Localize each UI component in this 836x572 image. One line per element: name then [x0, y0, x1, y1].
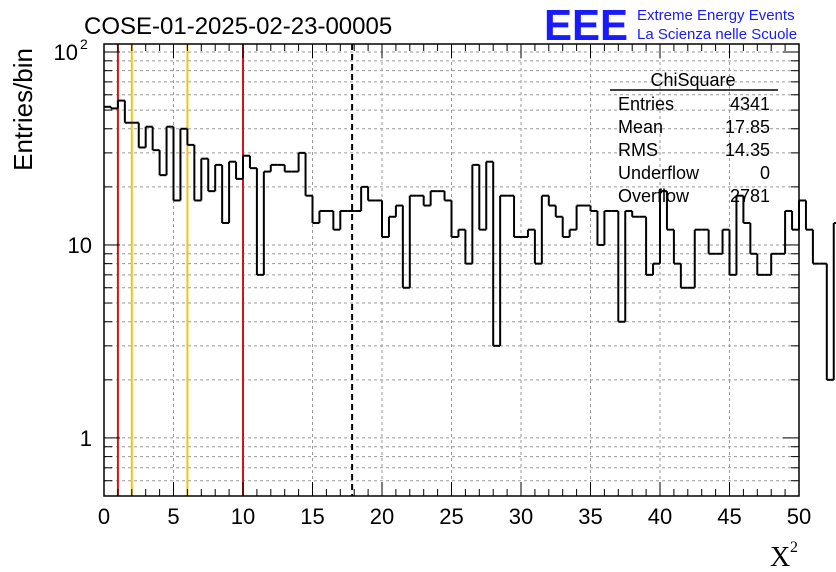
eee-logo-line1: Extreme Energy Events: [637, 7, 795, 24]
stats-underflow-label: Underflow: [618, 163, 700, 183]
stats-mean-label: Mean: [618, 117, 663, 137]
x-tick-label: 15: [300, 504, 324, 529]
x-tick-label: 10: [231, 504, 255, 529]
y-tick-label: 1: [80, 426, 92, 451]
histogram-series: [104, 99, 836, 381]
x-axis-label: X 2: [770, 539, 798, 572]
x-tick-label: 35: [578, 504, 602, 529]
stats-box: ChiSquare Entries 4341 Mean 17.85 RMS 14…: [610, 70, 778, 206]
eee-logo-mark: EEE: [544, 1, 628, 50]
x-axis-label-base: X: [770, 542, 790, 572]
y-tick-label: 10: [54, 40, 78, 65]
x-tick-label: 25: [439, 504, 463, 529]
stats-mean-value: 17.85: [725, 117, 770, 137]
y-tick-label: 10: [68, 233, 92, 258]
x-tick-label: 40: [648, 504, 672, 529]
stats-overflow-value: 2781: [730, 186, 770, 206]
eee-logo: EEE Extreme Energy Events La Scienza nel…: [544, 1, 797, 50]
stats-overflow-label: Overflow: [618, 186, 690, 206]
x-tick-label: 0: [98, 504, 110, 529]
eee-logo-line2: La Scienza nelle Scuole: [637, 26, 797, 43]
x-tick-label: 5: [167, 504, 179, 529]
stats-entries-label: Entries: [618, 94, 674, 114]
stats-rms-label: RMS: [618, 140, 658, 160]
stats-underflow-value: 0: [760, 163, 770, 183]
x-axis-label-superscript: 2: [790, 539, 798, 556]
stats-entries-value: 4341: [730, 94, 770, 114]
y-axis-label: Entries/bin: [8, 48, 38, 171]
stats-rms-value: 14.35: [725, 140, 770, 160]
x-tick-label: 20: [370, 504, 394, 529]
y-tick-label-exponent: 2: [80, 36, 88, 52]
reference-lines: [116, 44, 354, 496]
stats-box-title: ChiSquare: [650, 70, 735, 90]
x-tick-label: 50: [787, 504, 811, 529]
x-tick-label: 30: [509, 504, 533, 529]
chart-title: COSE-01-2025-02-23-00005: [84, 13, 392, 40]
x-tick-label: 45: [717, 504, 741, 529]
